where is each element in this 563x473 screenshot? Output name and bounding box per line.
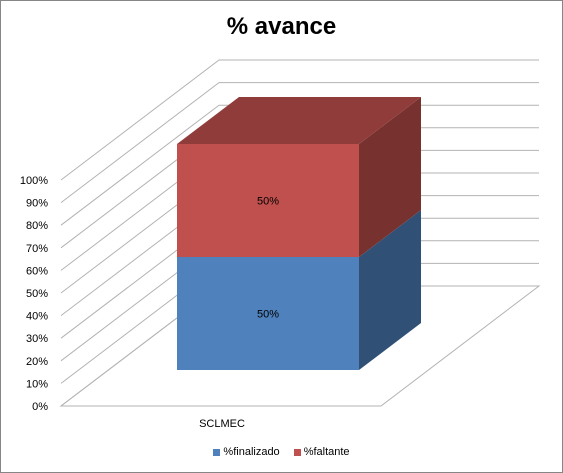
x-category-label: SCLMEC	[199, 418, 245, 430]
y-tick-label: 80%	[26, 220, 48, 232]
chart-legend: %finalizado %faltante	[1, 446, 562, 458]
legend-label: %faltante	[304, 446, 350, 458]
legend-item: %faltante	[294, 446, 350, 458]
y-tick-label: 10%	[26, 378, 48, 390]
y-tick-label: 20%	[26, 356, 48, 368]
data-label: 50%	[257, 196, 279, 208]
legend-item: %finalizado	[213, 446, 279, 458]
legend-label: %finalizado	[223, 446, 279, 458]
data-label: 50%	[257, 309, 279, 321]
y-tick-label: 50%	[26, 288, 48, 300]
y-tick-label: 40%	[26, 311, 48, 323]
y-tick-label: 100%	[20, 175, 48, 187]
y-tick-label: 30%	[26, 333, 48, 345]
y-tick-label: 70%	[26, 243, 48, 255]
y-tick-label: 90%	[26, 198, 48, 210]
legend-swatch	[213, 449, 220, 456]
legend-swatch	[294, 449, 301, 456]
y-tick-label: 60%	[26, 265, 48, 277]
y-tick-label: 0%	[32, 401, 48, 413]
